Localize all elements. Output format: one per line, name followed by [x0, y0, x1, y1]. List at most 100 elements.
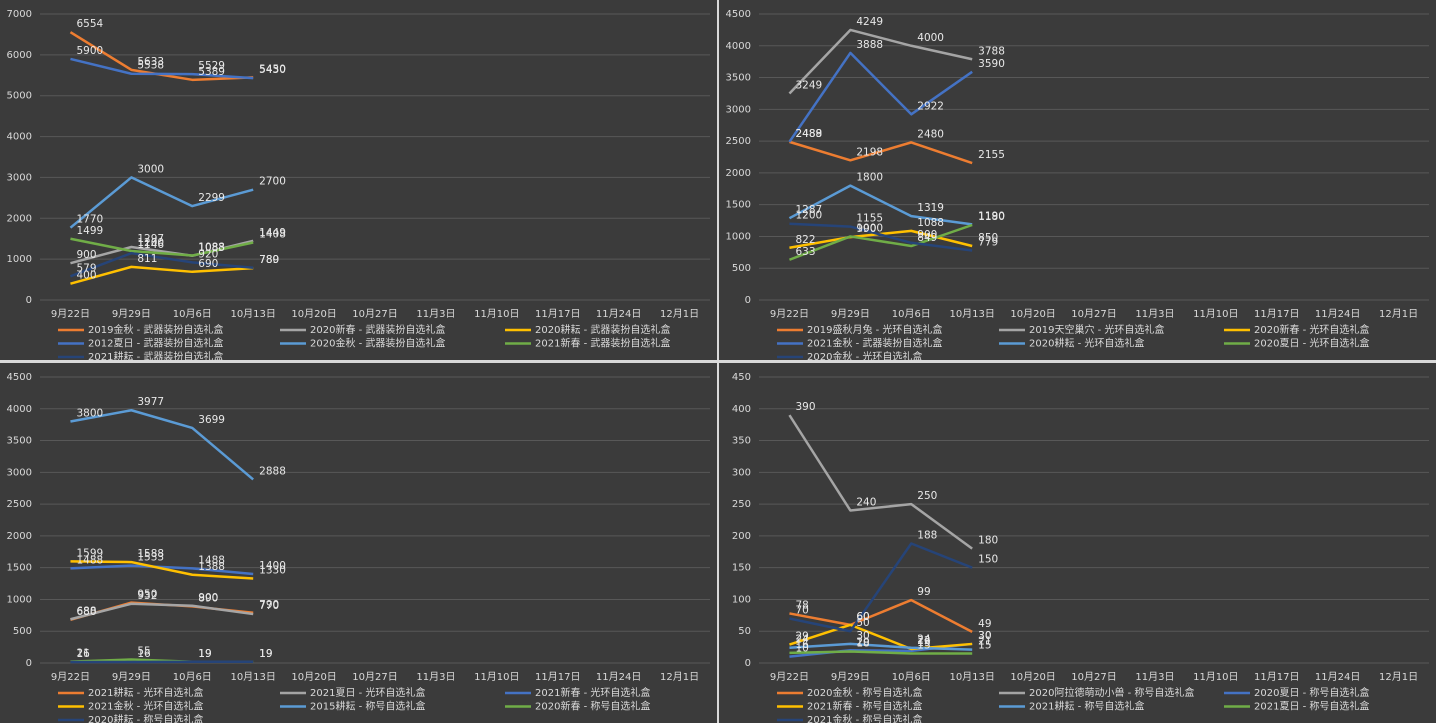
- data-label: 21: [76, 648, 89, 660]
- y-tick-label: 1000: [7, 594, 32, 605]
- series-line: [70, 564, 254, 576]
- y-tick-label: 7000: [7, 9, 32, 20]
- data-label: 1200: [795, 210, 822, 222]
- data-label: 5389: [198, 66, 225, 78]
- y-tick-label: 2500: [7, 499, 32, 510]
- x-tick-label: 10月13日: [230, 308, 275, 320]
- x-tick-label: 11月3日: [416, 308, 455, 320]
- legend-label: 2021耕耘 - 光环自选礼盒: [88, 686, 203, 699]
- data-label: 5529: [198, 60, 225, 72]
- series-line: [70, 265, 254, 285]
- data-label: 21: [978, 636, 991, 648]
- data-label: 990: [856, 223, 876, 235]
- data-label: 780: [259, 254, 279, 266]
- data-label: 1488: [198, 554, 225, 566]
- legend-label: 2020金秋 - 称号自选礼盒: [807, 686, 922, 699]
- data-label: 5538: [137, 60, 164, 72]
- data-label: 1200: [137, 237, 164, 249]
- y-tick-label: 1500: [726, 200, 751, 211]
- data-label: 15: [917, 639, 930, 651]
- y-tick-label: 3000: [7, 467, 32, 478]
- x-tick-label: 10月6日: [173, 671, 212, 683]
- data-label: 2155: [978, 149, 1005, 161]
- legend-label: 2019盛秋月兔 - 光环自选礼盒: [807, 323, 942, 336]
- x-tick-label: 11月3日: [1135, 308, 1174, 320]
- y-tick-label: 2000: [7, 213, 32, 224]
- data-label: 1155: [856, 213, 883, 225]
- y-tick-label: 4000: [7, 404, 32, 415]
- series-line: [788, 414, 973, 550]
- x-tick-label: 10月20日: [1010, 308, 1055, 320]
- chart: 0 500 1000 1500 2000 2500 3000 3500 4000 4500 9月22…: [7, 372, 710, 723]
- data-label: 3249: [795, 80, 822, 92]
- data-label: 1146: [137, 239, 164, 251]
- data-label: 2488: [795, 128, 822, 140]
- x-tick-label: 11月10日: [1193, 308, 1238, 320]
- series-line: [70, 57, 254, 80]
- series-line: [789, 140, 973, 165]
- data-label: 680: [76, 606, 96, 618]
- data-label: 60: [856, 611, 869, 623]
- data-label: 779: [978, 236, 998, 248]
- data-label: 50: [856, 617, 869, 629]
- data-label: 1000: [856, 222, 883, 234]
- x-tick-label: 11月10日: [1193, 671, 1238, 683]
- series-line: [789, 542, 973, 633]
- data-label: 250: [917, 490, 937, 502]
- x-tick-label: 10月6日: [892, 308, 931, 320]
- data-label: 1297: [137, 233, 164, 245]
- legend-label: 2021新春 - 光环自选礼盒: [535, 686, 650, 699]
- data-label: 1083: [198, 242, 225, 254]
- y-tick-label: 3500: [726, 73, 751, 84]
- data-label: 2480: [917, 128, 944, 140]
- series-line: [789, 223, 973, 261]
- y-tick-label: 0: [745, 658, 751, 669]
- data-label: 900: [917, 229, 937, 241]
- data-label: 1180: [978, 211, 1005, 223]
- y-tick-label: 1000: [7, 254, 32, 265]
- data-label: 1488: [76, 554, 103, 566]
- data-label: 16: [795, 639, 809, 651]
- panel: 0 500 1000 1500 2000 2500 3000 3500 4000 4500 9月22…: [0, 363, 717, 723]
- x-tick-label: 10月6日: [892, 671, 931, 683]
- series-line: [70, 408, 254, 481]
- legend-label: 2021金秋 - 光环自选礼盒: [88, 700, 203, 713]
- data-label: 3590: [978, 58, 1005, 70]
- data-label: 770: [259, 600, 279, 612]
- x-tick-label: 11月24日: [596, 671, 641, 683]
- data-label: 24: [917, 634, 931, 646]
- series-line: [789, 222, 973, 252]
- y-tick-label: 150: [732, 563, 751, 574]
- panel: 0 1000 2000 3000 4000 5000 6000 7000 9月22日 9月29日 1…: [0, 0, 717, 363]
- x-tick-label: 11月10日: [474, 671, 519, 683]
- data-label: 99: [917, 586, 930, 598]
- data-label: 1408: [259, 228, 286, 240]
- data-label: 16: [137, 648, 151, 660]
- data-label: 1499: [76, 225, 103, 237]
- chart: 0 50 100 150 200 250 300 350 400 450 9月22日 9月29日 10月…: [732, 372, 1429, 723]
- data-label: 789: [259, 254, 279, 266]
- x-tick-label: 9月22日: [770, 671, 809, 683]
- x-tick-label: 11月24日: [596, 308, 641, 320]
- legend-label: 2020新春 - 武器装扮自选礼盒: [310, 323, 445, 336]
- data-label: 1330: [259, 564, 286, 576]
- data-label: 2198: [856, 146, 883, 158]
- y-tick-label: 4500: [726, 9, 751, 20]
- data-label: 55: [137, 646, 150, 658]
- data-label: 70: [795, 605, 808, 617]
- data-label: 30: [978, 630, 991, 642]
- panel: 0 50 100 150 200 250 300 350 400 450 9月22日 9月29日 10月…: [719, 363, 1436, 723]
- legend-label: 2021金秋 - 武器装扮自选礼盒: [807, 337, 942, 350]
- data-label: 22: [917, 635, 930, 647]
- series-line: [788, 184, 973, 226]
- data-label: 390: [795, 401, 815, 413]
- y-tick-label: 500: [732, 263, 751, 274]
- y-tick-label: 4000: [7, 132, 32, 143]
- data-label: 1319: [917, 202, 944, 214]
- x-tick-label: 9月22日: [51, 671, 90, 683]
- data-label: 30: [856, 630, 869, 642]
- y-tick-label: 4000: [726, 41, 751, 52]
- data-label: 790: [259, 599, 279, 611]
- y-tick-label: 50: [738, 626, 751, 637]
- data-label: 18: [856, 638, 869, 650]
